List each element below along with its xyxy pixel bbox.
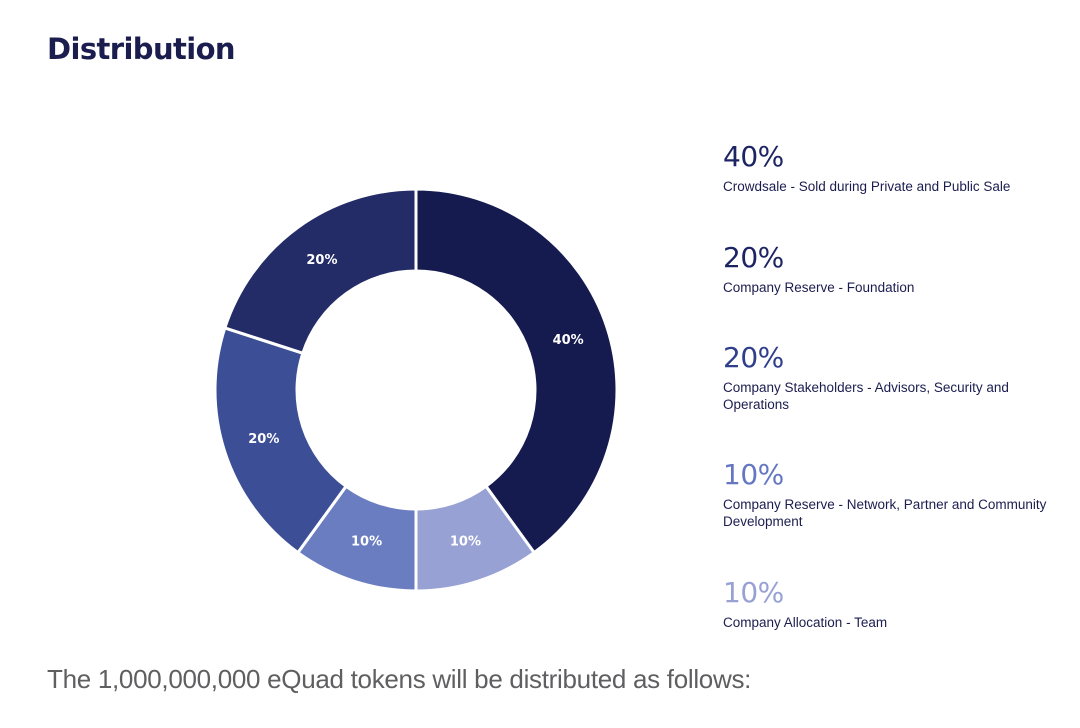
- legend-item-network-reserve: 10% Company Reserve - Network, Partner a…: [723, 459, 1053, 530]
- legend-description: Crowdsale - Sold during Private and Publ…: [723, 179, 1011, 194]
- donut-slice-labels: 40% 10% 10% 20% 20%: [248, 253, 583, 550]
- donut-slices: [213, 187, 619, 593]
- legend-percentage: 10%: [723, 576, 784, 609]
- legend-description: Company Stakeholders - Advisors, Securit…: [723, 380, 1009, 412]
- slice-value-label: 10%: [450, 535, 481, 550]
- page-title: Distribution: [47, 32, 236, 66]
- slice-value-label: 20%: [248, 432, 279, 447]
- donut-slice: [222, 187, 418, 356]
- legend-description: Company Reserve - Foundation: [723, 280, 915, 295]
- slice-value-label: 40%: [553, 333, 584, 348]
- slice-value-label: 10%: [351, 535, 382, 550]
- legend-item-team: 10% Company Allocation - Team: [723, 577, 1053, 631]
- legend-item-crowdsale: 40% Crowdsale - Sold during Private and …: [723, 141, 1053, 195]
- legend-percentage: 20%: [723, 341, 784, 374]
- donut-slice: [414, 187, 619, 555]
- slice-value-label: 20%: [306, 253, 337, 268]
- legend-percentage: 10%: [723, 458, 784, 491]
- donut-slice: [213, 325, 349, 555]
- legend-percentage: 20%: [723, 241, 784, 274]
- legend-percentage: 40%: [723, 140, 784, 173]
- legend-description: Company Reserve - Network, Partner and C…: [723, 497, 1047, 529]
- legend-item-foundation: 20% Company Reserve - Foundation: [723, 242, 1053, 296]
- distribution-summary: The 1,000,000,000 eQuad tokens will be d…: [47, 664, 752, 694]
- legend-item-stakeholders: 20% Company Stakeholders - Advisors, Sec…: [723, 342, 1053, 413]
- legend-description: Company Allocation - Team: [723, 615, 888, 630]
